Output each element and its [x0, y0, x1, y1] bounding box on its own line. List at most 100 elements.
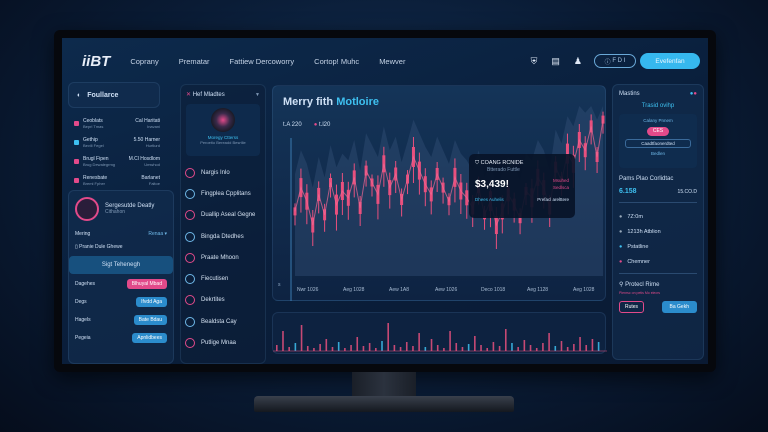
badge: CES — [647, 127, 669, 136]
tooltip-link[interactable]: Dhees Auhelis — [475, 197, 504, 202]
item-value-sub: Hurtlurd — [145, 143, 160, 148]
menu-icon — [185, 252, 195, 263]
legend-item[interactable]: t.A 220 — [283, 122, 302, 128]
menu-item[interactable]: Duallip Aseal Gegne — [185, 205, 265, 226]
menu-item[interactable]: Nargis Inlo — [185, 162, 265, 183]
menu-icon — [185, 295, 195, 306]
menu-icon — [185, 274, 195, 285]
volume-panel — [272, 312, 607, 355]
card-row: Degs Ifvdd Aga — [75, 293, 167, 310]
row-button[interactable]: Blhuyal Mbad — [126, 278, 167, 289]
document-icon[interactable]: ▤ — [551, 55, 560, 66]
primary-button[interactable]: Ba Gekh — [661, 301, 697, 313]
logo: iiBT — [82, 52, 111, 70]
row-button[interactable]: Ifvdd Aga — [136, 296, 167, 307]
volume-bar — [517, 347, 519, 351]
row-button[interactable]: Bate Bdau — [133, 314, 167, 325]
action-button[interactable]: Sigt Tehenegh — [69, 256, 173, 274]
price-chart[interactable]: s Nwr 1026 Aeg 1028 Aew 1A8 Aew 1026 Deco 101… — [273, 86, 607, 302]
row-button[interactable]: Apnlidbees — [132, 332, 167, 343]
filter-icon[interactable]: ▼ — [255, 91, 260, 98]
nav-item[interactable]: Cortop! Muhc — [314, 56, 360, 66]
status-item: ● 1213h Atblion — [619, 228, 661, 235]
x-tick: Aew 1A8 — [389, 287, 409, 293]
volume-bar — [424, 347, 427, 351]
item-name: Brugl Fipen — [83, 156, 109, 162]
volume-bar — [418, 333, 420, 351]
section-title: Pams Plao Corlidtac — [619, 176, 674, 182]
user-icon[interactable]: ♟ — [573, 55, 582, 66]
avatar-card: Moregy Ctterss Peroetio Bereadd Besrtlie — [186, 104, 260, 156]
volume-bar — [467, 344, 470, 351]
volume-bar — [405, 342, 408, 351]
nav-item[interactable]: Coprany — [130, 56, 159, 66]
volume-bar — [573, 344, 575, 351]
list-item[interactable]: Renesbate Breml Fpher Barlanet Faltoe — [74, 171, 160, 190]
box-button[interactable]: Caadtfaonerdted — [625, 139, 691, 148]
mid-title: Hef Mladtes — [192, 92, 225, 98]
volume-bar — [306, 346, 309, 351]
legend-item[interactable]: ● t.l20 — [313, 122, 331, 128]
item-value: Barlanet — [141, 175, 160, 181]
row-label: Dagehes — [75, 280, 96, 287]
right-sub: Trasid ovihp — [641, 103, 675, 109]
item-name: Ceoblats — [83, 118, 103, 124]
volume-bar — [560, 341, 563, 351]
volume-bar — [288, 347, 290, 351]
shield-icon[interactable]: ⛨ — [530, 55, 538, 66]
nav-item[interactable]: Fattiew Dercoworry — [229, 56, 295, 66]
volume-bar — [362, 346, 365, 351]
menu-item[interactable]: Fingplea Cpplitans — [185, 183, 265, 204]
item-value: 5.50 Harner — [133, 137, 160, 143]
top-nav: iiBT Coprany Prematar Fattiew Dercoworry… — [62, 46, 708, 76]
left-list: Ceoblats Beprl Tmas Cal Haritati Inavani Get… — [74, 114, 160, 190]
nav-item[interactable]: Mewver — [379, 56, 406, 66]
cta-button[interactable]: Evefenfan — [640, 53, 700, 69]
volume-bar — [492, 342, 495, 351]
select[interactable]: Renaa ▾ — [148, 231, 167, 237]
status-pill[interactable]: ⓘ F D I — [594, 54, 636, 68]
menu-item[interactable]: Putlige Mnaa — [185, 332, 265, 353]
item-sub: Bevili Fegel — [83, 143, 104, 148]
list-item[interactable]: Gethip Bevili Fegel 5.50 Harner Hurtlurd — [74, 133, 160, 152]
menu-item[interactable]: Fiecutisen — [185, 268, 265, 289]
tooltip-tag: Msuhed — [552, 178, 569, 183]
menu-item[interactable]: Dekrtites — [185, 290, 265, 311]
x-tick: Aeg 1028 — [343, 287, 365, 293]
menu-icon — [185, 316, 195, 327]
volume-bar — [368, 343, 371, 351]
pill-label: F D I — [612, 58, 626, 64]
x-tick: Deco 1018 — [481, 287, 505, 293]
list-item[interactable]: Ceoblats Beprl Tmas Cal Haritati Inavani — [74, 114, 160, 133]
tooltip-tag: Sedlsca — [552, 185, 569, 190]
volume-bar — [393, 345, 396, 351]
volume-bar — [585, 345, 588, 351]
right-panel: Mastins ● ● Trasid ovihp Calany Pnnem CES … — [612, 84, 704, 360]
volume-bar — [282, 331, 284, 351]
volume-bar — [337, 342, 340, 351]
volume-chart[interactable] — [273, 313, 607, 355]
volume-bar — [430, 339, 433, 351]
menu-item[interactable]: Bealdsta Cay — [185, 311, 265, 332]
tooltip-link[interactable]: Prefacl arelttere — [537, 197, 569, 202]
status-icon: ● — [619, 258, 623, 265]
list-item[interactable]: Brugl Fipen Brug Dewalegrmg M.Cl Hosdlom Um… — [74, 152, 160, 171]
help-icon: ⓘ — [604, 59, 613, 66]
volume-bar — [399, 347, 402, 351]
nav-item[interactable]: Prematar — [178, 56, 210, 66]
menu-item[interactable]: Praate Mhoon — [185, 247, 265, 268]
volume-bar — [486, 348, 489, 351]
volume-bar — [554, 346, 557, 351]
item-value: M.Cl Hosdlom — [128, 156, 160, 162]
logo-icon: ◐ — [77, 91, 82, 99]
secondary-button[interactable]: Rutes — [619, 301, 645, 313]
volume-bar — [529, 345, 532, 351]
volume-bar — [300, 325, 303, 351]
menu-item[interactable]: Bingda Dtedhes — [185, 226, 265, 247]
volume-bar — [436, 345, 439, 351]
status-item: ● 7Z:0m — [619, 213, 643, 220]
profile-panel: ✕ Hef Mladtes ▼ Moregy Ctterss Peroetio B… — [180, 84, 266, 364]
volume-bar — [542, 343, 544, 351]
metric-value: 15.CO.D — [677, 188, 697, 195]
item-sub: Breml Fpher — [83, 181, 106, 186]
